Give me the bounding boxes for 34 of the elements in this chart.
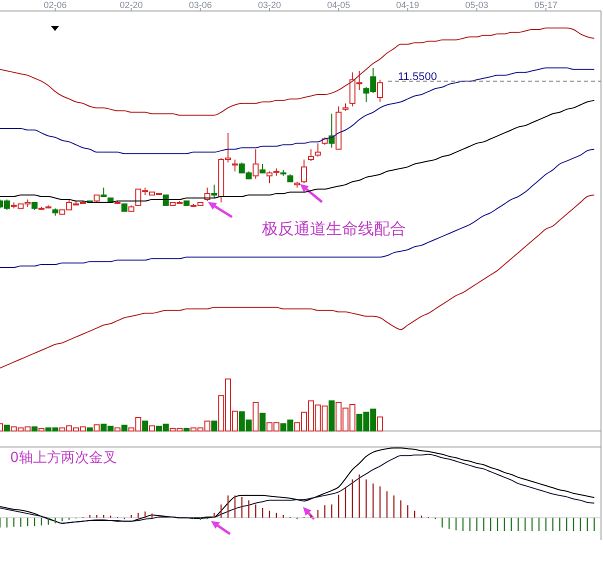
x-tick-label: 05-03	[465, 0, 488, 10]
bar	[114, 427, 120, 432]
candlestick	[314, 142, 321, 158]
candlestick	[377, 79, 384, 102]
x-tick-label: 04-19	[396, 0, 420, 10]
bar	[260, 412, 266, 432]
bar	[142, 420, 148, 432]
bar	[38, 428, 44, 432]
x-tick-label: 02-20	[120, 0, 143, 10]
x-tick-label: 03-20	[258, 0, 282, 10]
bar	[86, 427, 93, 432]
x-tick-label: 02-06	[44, 0, 67, 10]
bar	[328, 400, 335, 432]
bar	[211, 420, 218, 432]
x-tick-label: 04-05	[327, 0, 350, 10]
bar	[252, 402, 259, 432]
candlestick	[308, 148, 314, 162]
candlestick	[4, 198, 10, 210]
bar	[149, 425, 156, 432]
text: 极反通道生命线配合	[261, 219, 406, 238]
bar	[32, 426, 38, 432]
candlestick	[301, 159, 308, 184]
candlestick	[252, 148, 259, 180]
bar	[377, 416, 384, 432]
bar	[94, 424, 100, 432]
candlestick	[232, 159, 238, 172]
annotation: 0轴上方两次金叉	[10, 450, 117, 466]
x-tick-label: 05-17	[534, 0, 558, 10]
candlestick	[211, 184, 218, 198]
annotation: 11.5500	[398, 71, 437, 83]
bar	[121, 424, 128, 432]
bar	[184, 428, 190, 432]
candlestick	[328, 113, 335, 148]
x-tick-label: 03-06	[188, 0, 212, 10]
